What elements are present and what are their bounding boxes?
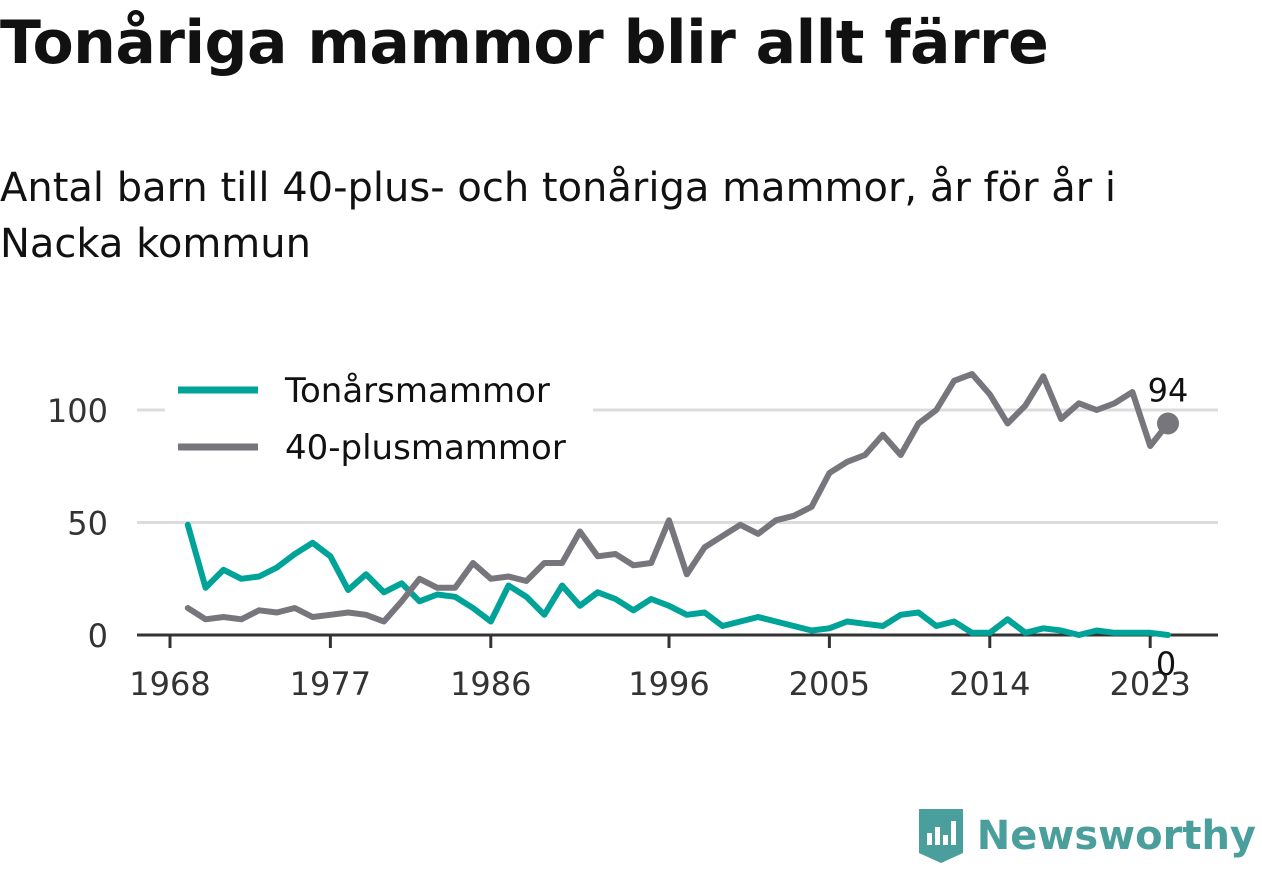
x-tick-label: 2014	[949, 665, 1030, 703]
series-line-tonarsmammor	[184, 521, 1171, 638]
brand-name: Newsworthy	[976, 813, 1256, 859]
x-tick-label: 1996	[628, 665, 709, 703]
y-tick-label: 50	[67, 505, 108, 543]
legend-label: 40-plusmammor	[285, 428, 566, 468]
end-label-40-plus: 94	[1148, 372, 1189, 410]
series-line-40-plusmammor	[184, 371, 1171, 625]
x-tick-label: 1968	[129, 665, 210, 703]
x-tick-label: 1977	[290, 665, 371, 703]
legend-label: Tonårsmammor	[284, 371, 550, 411]
x-tick-label: 1986	[450, 665, 531, 703]
x-tick-label: 2023	[1109, 665, 1190, 703]
chart-subtitle: Antal barn till 40-plus- och tonåriga ma…	[0, 165, 1117, 267]
y-tick-label: 100	[47, 392, 108, 430]
x-tick-label: 2005	[789, 665, 870, 703]
legend-background	[165, 365, 593, 485]
line-chart: 0 50 100 1968 1977 1986 1996 2005 2014 2023 Tonårs…	[47, 365, 1218, 703]
series-end-marker	[1157, 412, 1179, 435]
end-label-tonars: 0	[1156, 645, 1176, 683]
chart-title: Tonåriga mammor blir allt färre	[0, 8, 1049, 78]
newsworthy-logo-icon	[918, 809, 963, 863]
y-tick-label: 0	[88, 617, 108, 655]
newsworthy-brand: Newsworthy	[917, 807, 1256, 865]
